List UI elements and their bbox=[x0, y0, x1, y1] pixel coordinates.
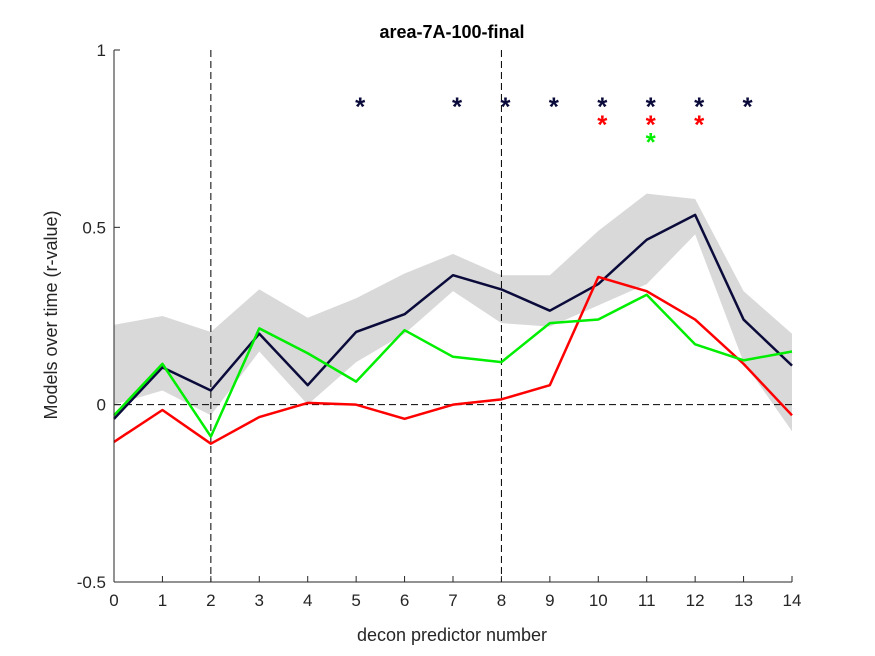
chart-title: area-7A-100-final bbox=[379, 22, 524, 42]
significance-star-1-10: * bbox=[597, 109, 608, 139]
x-tick-label-6: 6 bbox=[400, 591, 409, 610]
significance-star-0-13: * bbox=[743, 92, 754, 122]
x-tick-label-3: 3 bbox=[255, 591, 264, 610]
x-axis-title: decon predictor number bbox=[357, 625, 547, 645]
series-line-1 bbox=[113, 275, 793, 445]
x-tick-label-9: 9 bbox=[545, 591, 554, 610]
x-tick-label-14: 14 bbox=[783, 591, 802, 610]
significance-star-2-11: * bbox=[646, 127, 657, 157]
significance-star-0-9: * bbox=[549, 92, 560, 122]
y-tick-label-3: 1 bbox=[97, 41, 106, 60]
plot-area: * * * * * * * ** * **0 1 2 3 4 5 6 7 8 9 10 11 12 13 14-0.500.5… bbox=[77, 41, 802, 610]
significance-star-0-11: * bbox=[646, 92, 657, 122]
x-tick-label-2: 2 bbox=[206, 591, 215, 610]
y-axis-title: Models over time (r-value) bbox=[41, 210, 61, 419]
x-tick-label-10: 10 bbox=[589, 591, 608, 610]
significance-star-0-8: * bbox=[500, 92, 511, 122]
x-tick-label-4: 4 bbox=[303, 591, 312, 610]
confidence-band-0 bbox=[114, 193, 792, 432]
y-tick-label-2: 0.5 bbox=[82, 218, 106, 237]
series-line-0 bbox=[113, 213, 793, 420]
x-tick-label-8: 8 bbox=[497, 591, 506, 610]
x-tick-label-7: 7 bbox=[448, 591, 457, 610]
significance-star-0-7: * bbox=[452, 92, 463, 122]
x-tick-label-0: 0 bbox=[109, 591, 118, 610]
y-tick-label-1: 0 bbox=[97, 396, 106, 415]
significance-star-0-12: * bbox=[694, 92, 705, 122]
significance-star-1-12: * bbox=[694, 109, 705, 139]
x-tick-label-13: 13 bbox=[734, 591, 753, 610]
x-tick-label-11: 11 bbox=[638, 591, 656, 610]
significance-star-1-11: * bbox=[646, 109, 657, 139]
x-tick-label-12: 12 bbox=[686, 591, 705, 610]
significance-star-0-10: * bbox=[597, 92, 608, 122]
y-tick-label-0: -0.5 bbox=[77, 573, 106, 592]
x-tick-label-1: 1 bbox=[158, 591, 167, 610]
x-tick-label-5: 5 bbox=[351, 591, 360, 610]
series-line-2 bbox=[113, 293, 793, 438]
significance-star-0-5: * bbox=[355, 92, 366, 122]
